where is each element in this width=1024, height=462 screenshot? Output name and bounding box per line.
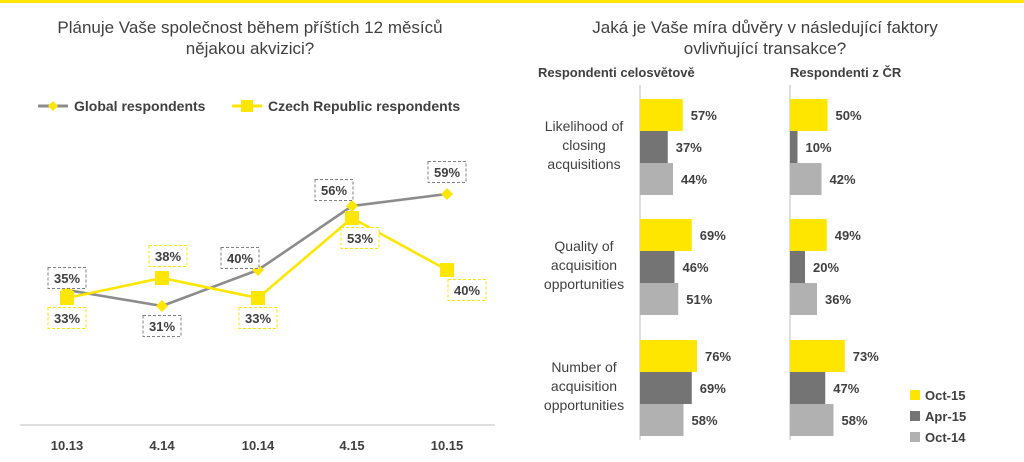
czech-point bbox=[60, 291, 74, 305]
bar-legend-swatch bbox=[910, 432, 920, 442]
czech-data-label-box bbox=[447, 279, 487, 301]
bar-category-label: opportunities bbox=[544, 276, 624, 292]
czech-data-label: 33% bbox=[245, 311, 271, 326]
bar-category-label: Quality of bbox=[554, 238, 613, 254]
bar-oct-14 bbox=[640, 163, 673, 195]
bar-oct-15 bbox=[640, 99, 683, 131]
x-tick-label: 4.14 bbox=[149, 438, 175, 453]
x-tick-label: 10.13 bbox=[51, 438, 84, 453]
bar-chart-title: Jaká je Vaše míra důvěry v následující f… bbox=[555, 17, 975, 59]
bar-oct-15 bbox=[790, 340, 845, 372]
bar-category-label: closing bbox=[562, 137, 606, 153]
bar-apr-15 bbox=[640, 372, 692, 404]
bar-apr-15 bbox=[790, 372, 826, 404]
global-data-label-box bbox=[142, 315, 182, 337]
line-chart-title-line-2: nějakou akvizici? bbox=[185, 39, 315, 58]
bar-legend-label: Oct-15 bbox=[925, 388, 965, 403]
bar-apr-15 bbox=[790, 131, 798, 163]
czech-point bbox=[345, 211, 359, 225]
bar-value-label: 57% bbox=[691, 108, 717, 123]
bar-legend-label: Apr-15 bbox=[925, 409, 966, 424]
bar-panel-title: Respondenti celosvětově bbox=[538, 65, 695, 80]
czech-data-label-box bbox=[148, 245, 188, 267]
line-chart-title-line-1: Plánuje Vaše společnost během příštích 1… bbox=[57, 18, 443, 37]
czech-point bbox=[251, 291, 265, 305]
czech-data-label-box bbox=[238, 307, 278, 329]
bar-value-label: 69% bbox=[700, 228, 726, 243]
bar-legend-swatch bbox=[910, 411, 920, 421]
bar-oct-15 bbox=[790, 219, 827, 251]
czech-data-label-box bbox=[47, 307, 87, 329]
bar-value-label: 58% bbox=[692, 413, 718, 428]
bar-value-label: 49% bbox=[835, 228, 861, 243]
legend-label-0: Global respondents bbox=[74, 98, 206, 114]
x-tick-label: 10.14 bbox=[242, 438, 275, 453]
bar-value-label: 58% bbox=[842, 413, 868, 428]
bar-category-label: acquisition bbox=[551, 257, 617, 273]
bar-value-label: 20% bbox=[813, 260, 839, 275]
bar-apr-15 bbox=[790, 251, 805, 283]
bar-value-label: 42% bbox=[830, 172, 856, 187]
bar-chart-title-line-1: Jaká je Vaše míra důvěry v následující f… bbox=[592, 18, 938, 37]
bar-value-label: 73% bbox=[853, 349, 879, 364]
bar-chart-title-line-2: ovlivňující transakce? bbox=[683, 39, 847, 58]
bar-oct-14 bbox=[640, 404, 684, 436]
czech-data-label-box bbox=[340, 227, 380, 249]
global-data-label: 35% bbox=[54, 271, 80, 286]
bar-value-label: 76% bbox=[705, 349, 731, 364]
global-data-label: 31% bbox=[149, 319, 175, 334]
bar-legend-swatch bbox=[910, 390, 920, 400]
global-point bbox=[441, 188, 453, 200]
czech-point bbox=[155, 271, 169, 285]
bar-apr-15 bbox=[640, 131, 668, 163]
bar-oct-15 bbox=[640, 340, 697, 372]
global-data-label: 40% bbox=[227, 251, 253, 266]
global-data-label: 59% bbox=[434, 165, 460, 180]
global-data-label: 56% bbox=[321, 183, 347, 198]
bar-oct-14 bbox=[640, 283, 679, 315]
bar-value-label: 37% bbox=[676, 140, 702, 155]
bar-apr-15 bbox=[640, 251, 675, 283]
bar-oct-14 bbox=[790, 163, 822, 195]
czech-data-label: 38% bbox=[155, 249, 181, 264]
bar-value-label: 51% bbox=[686, 292, 712, 307]
bar-oct-15 bbox=[790, 99, 828, 131]
global-data-label-box bbox=[220, 247, 260, 269]
legend-marker-square bbox=[241, 100, 253, 112]
bar-value-label: 10% bbox=[806, 140, 832, 155]
global-point bbox=[156, 300, 168, 312]
legend-label-1: Czech Republic respondents bbox=[268, 98, 460, 114]
bar-oct-14 bbox=[790, 404, 834, 436]
legend-marker-diamond bbox=[48, 101, 58, 111]
global-data-label-box bbox=[314, 179, 354, 201]
bar-oct-15 bbox=[640, 219, 692, 251]
bar-panel-title: Respondenti z ČR bbox=[790, 65, 902, 80]
bar-category-label: acquisitions bbox=[547, 156, 620, 172]
x-tick-label: 10.15 bbox=[431, 438, 464, 453]
bar-category-label: Likelihood of bbox=[545, 118, 624, 134]
czech-data-label: 33% bbox=[54, 311, 80, 326]
bar-value-label: 44% bbox=[681, 172, 707, 187]
bar-oct-14 bbox=[790, 283, 817, 315]
bar-value-label: 69% bbox=[700, 381, 726, 396]
bar-category-label: Number of bbox=[551, 359, 616, 375]
czech-data-label: 53% bbox=[347, 231, 373, 246]
bar-value-label: 47% bbox=[833, 381, 859, 396]
czech-data-label: 40% bbox=[454, 283, 480, 298]
bar-legend-label: Oct-14 bbox=[925, 430, 966, 445]
line-chart-title: Plánuje Vaše společnost během příštích 1… bbox=[20, 17, 480, 59]
global-data-label-box bbox=[427, 161, 467, 183]
bar-category-label: opportunities bbox=[544, 397, 624, 413]
bar-value-label: 36% bbox=[825, 292, 851, 307]
bar-value-label: 46% bbox=[683, 260, 709, 275]
global-point bbox=[346, 200, 358, 212]
global-data-label-box bbox=[47, 267, 87, 289]
bar-category-label: acquisition bbox=[551, 378, 617, 394]
x-tick-label: 4.15 bbox=[339, 438, 364, 453]
bar-value-label: 50% bbox=[836, 108, 862, 123]
czech-point bbox=[440, 263, 454, 277]
top-accent-rule bbox=[0, 0, 1024, 3]
